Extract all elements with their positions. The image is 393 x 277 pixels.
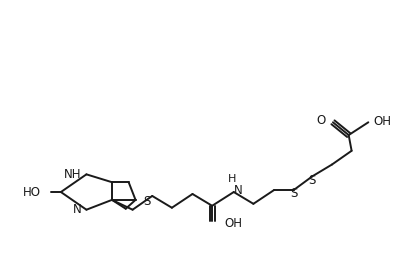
Text: HO: HO: [23, 186, 41, 199]
Text: OH: OH: [224, 217, 242, 230]
Text: O: O: [317, 114, 326, 127]
Text: S: S: [309, 174, 316, 187]
Text: N: N: [73, 203, 81, 216]
Text: N: N: [234, 184, 242, 197]
Text: OH: OH: [373, 115, 391, 128]
Text: NH: NH: [64, 168, 81, 181]
Text: H: H: [228, 174, 236, 184]
Text: S: S: [143, 195, 151, 208]
Text: S: S: [290, 186, 298, 199]
